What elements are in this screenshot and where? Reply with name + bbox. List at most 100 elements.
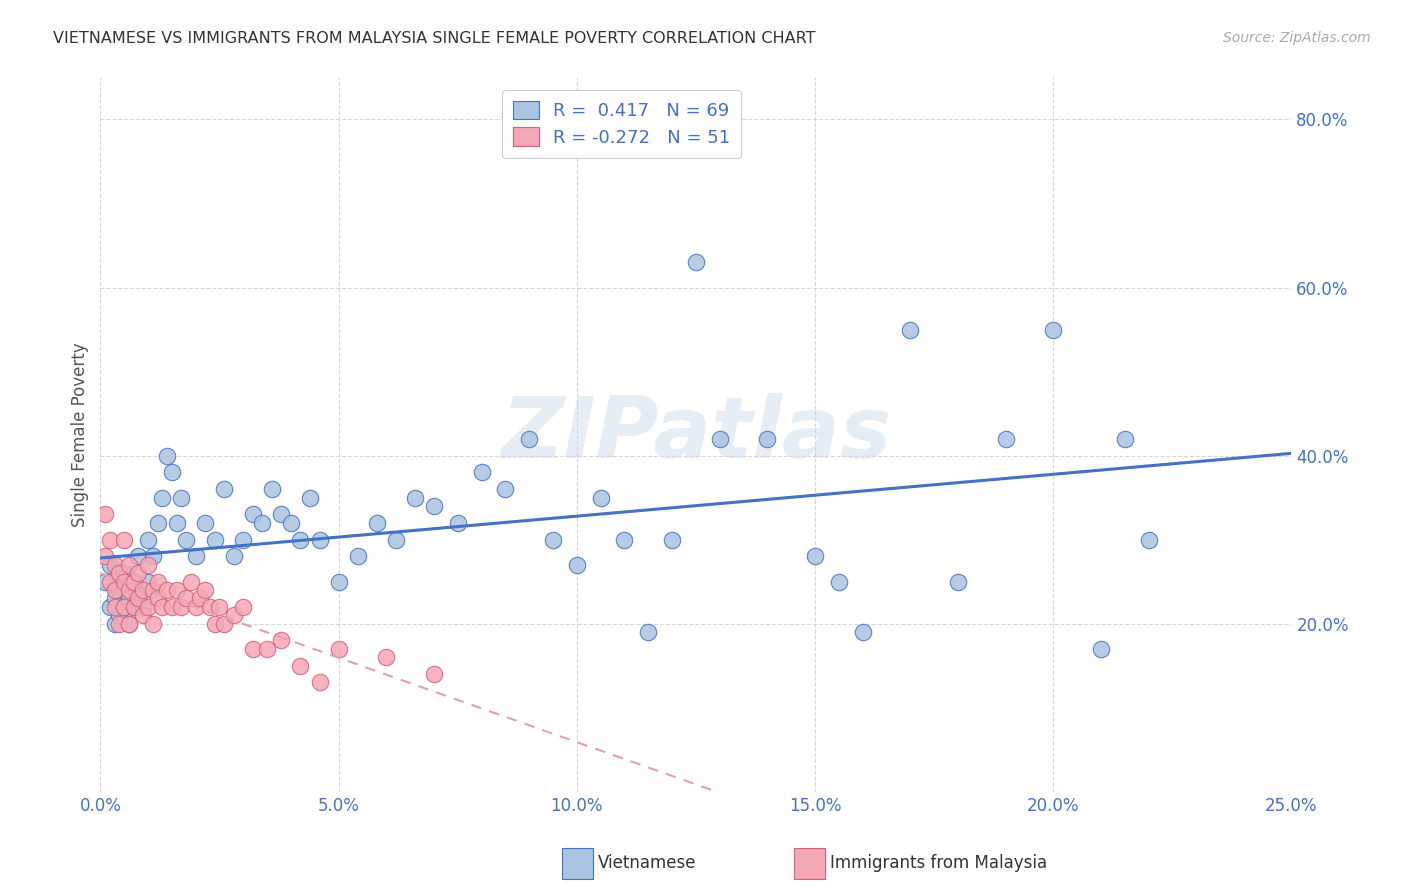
Point bbox=[232, 599, 254, 614]
Point bbox=[222, 608, 245, 623]
Point bbox=[94, 574, 117, 589]
Point bbox=[166, 582, 188, 597]
Point bbox=[127, 591, 149, 606]
Point bbox=[118, 616, 141, 631]
Point bbox=[122, 599, 145, 614]
Point bbox=[156, 582, 179, 597]
Point bbox=[104, 599, 127, 614]
Point bbox=[298, 491, 321, 505]
Point bbox=[661, 533, 683, 547]
Y-axis label: Single Female Poverty: Single Female Poverty bbox=[72, 343, 89, 527]
Point bbox=[112, 566, 135, 581]
Point bbox=[404, 491, 426, 505]
Point bbox=[108, 566, 131, 581]
Point bbox=[142, 616, 165, 631]
Point bbox=[270, 508, 292, 522]
Point bbox=[375, 650, 398, 665]
Point bbox=[98, 533, 121, 547]
Point bbox=[184, 549, 207, 564]
Point bbox=[328, 641, 350, 656]
Point bbox=[150, 599, 173, 614]
Point bbox=[470, 466, 492, 480]
Point bbox=[756, 432, 779, 446]
Point bbox=[160, 466, 183, 480]
Point bbox=[242, 641, 264, 656]
Point bbox=[290, 658, 312, 673]
Point bbox=[308, 675, 330, 690]
Point bbox=[685, 255, 707, 269]
Point bbox=[190, 591, 212, 606]
Point bbox=[180, 574, 202, 589]
Point bbox=[132, 608, 155, 623]
Point bbox=[136, 558, 159, 572]
Point bbox=[242, 508, 264, 522]
Point bbox=[174, 533, 197, 547]
Point bbox=[1042, 322, 1064, 336]
Point bbox=[946, 574, 969, 589]
Point bbox=[146, 574, 169, 589]
Point bbox=[112, 533, 135, 547]
Point bbox=[170, 599, 193, 614]
Point bbox=[174, 591, 197, 606]
Point bbox=[108, 616, 131, 631]
Point bbox=[423, 667, 446, 681]
Point bbox=[1114, 432, 1136, 446]
Point bbox=[104, 558, 127, 572]
Point bbox=[122, 599, 145, 614]
Point bbox=[146, 591, 169, 606]
Point bbox=[108, 608, 131, 623]
Point bbox=[232, 533, 254, 547]
Text: Immigrants from Malaysia: Immigrants from Malaysia bbox=[830, 854, 1046, 871]
Point bbox=[256, 641, 278, 656]
Point bbox=[204, 533, 226, 547]
Point bbox=[423, 499, 446, 513]
Point bbox=[108, 582, 131, 597]
Point bbox=[122, 574, 145, 589]
Point bbox=[184, 599, 207, 614]
Text: ZIPatlas: ZIPatlas bbox=[501, 393, 891, 476]
Point bbox=[212, 616, 235, 631]
Point bbox=[118, 591, 141, 606]
Point bbox=[127, 566, 149, 581]
Point bbox=[270, 633, 292, 648]
Point bbox=[94, 508, 117, 522]
Point bbox=[104, 582, 127, 597]
Point bbox=[122, 574, 145, 589]
Point bbox=[541, 533, 564, 547]
Point bbox=[898, 322, 921, 336]
Point bbox=[118, 582, 141, 597]
Text: VIETNAMESE VS IMMIGRANTS FROM MALAYSIA SINGLE FEMALE POVERTY CORRELATION CHART: VIETNAMESE VS IMMIGRANTS FROM MALAYSIA S… bbox=[53, 31, 815, 46]
Point bbox=[170, 491, 193, 505]
Point bbox=[328, 574, 350, 589]
Point bbox=[136, 599, 159, 614]
Point bbox=[589, 491, 612, 505]
Point bbox=[1137, 533, 1160, 547]
Point bbox=[132, 599, 155, 614]
Point bbox=[280, 516, 302, 530]
Point bbox=[166, 516, 188, 530]
Point bbox=[447, 516, 470, 530]
Point bbox=[98, 574, 121, 589]
Point bbox=[804, 549, 827, 564]
Point bbox=[98, 599, 121, 614]
Point bbox=[98, 558, 121, 572]
Point bbox=[994, 432, 1017, 446]
Point bbox=[1090, 641, 1112, 656]
Point bbox=[127, 549, 149, 564]
Point bbox=[366, 516, 388, 530]
Point bbox=[517, 432, 540, 446]
Point bbox=[384, 533, 406, 547]
Point bbox=[142, 582, 165, 597]
Point bbox=[112, 599, 135, 614]
Point bbox=[112, 599, 135, 614]
Point bbox=[136, 533, 159, 547]
Point bbox=[94, 549, 117, 564]
Text: Source: ZipAtlas.com: Source: ZipAtlas.com bbox=[1223, 31, 1371, 45]
Point bbox=[290, 533, 312, 547]
Point bbox=[136, 574, 159, 589]
Point bbox=[118, 616, 141, 631]
Point bbox=[142, 549, 165, 564]
Point bbox=[637, 625, 659, 640]
Point bbox=[104, 591, 127, 606]
Point bbox=[194, 516, 217, 530]
